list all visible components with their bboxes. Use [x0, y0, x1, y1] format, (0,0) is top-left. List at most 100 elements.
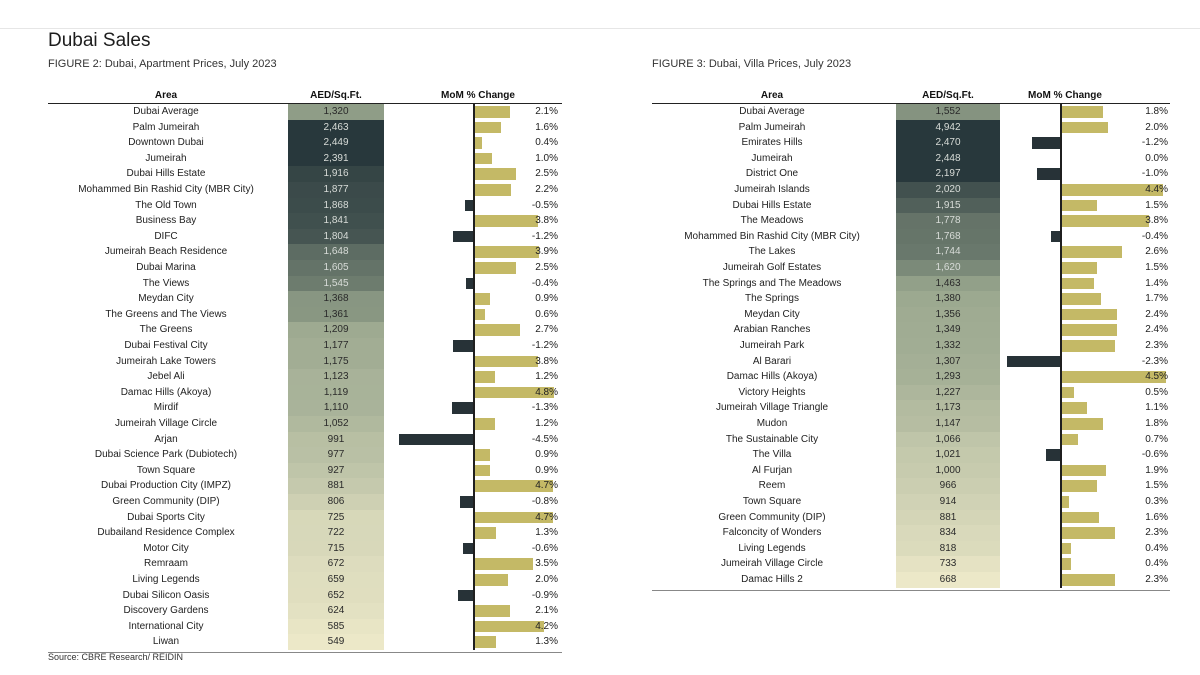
apt-area-name: Dubai Sports City [127, 511, 205, 523]
apt-area-name: Jumeirah [145, 152, 187, 164]
villa-price-cell [896, 462, 1000, 479]
apt-area-name: Meydan City [138, 293, 194, 305]
villa-price-value: 818 [939, 542, 957, 554]
apt-price-value: 1,320 [323, 106, 349, 117]
villa-change-bar [1062, 106, 1104, 118]
villa-price-cell [896, 260, 1000, 276]
villa-price-cell [896, 228, 1000, 245]
villa-area-name: Meydan City [744, 308, 800, 320]
villa-price-value: 668 [939, 574, 957, 585]
apt-change-bar [475, 293, 490, 305]
apt-change-label: -4.5% [531, 433, 558, 445]
apt-area-name: Remraam [144, 558, 188, 570]
villa-area-name: Arabian Ranches [733, 324, 811, 336]
villa-price-value: 1,744 [935, 246, 961, 258]
apt-change-label: 0.9% [535, 449, 558, 461]
villa-change-bar [1062, 262, 1097, 274]
apt-change-label: 0.9% [535, 293, 558, 305]
villa-price-value: 2,197 [935, 168, 961, 180]
apt-area-name: Jebel Ali [147, 371, 185, 383]
apt-price-cell [288, 306, 384, 323]
villa-change-bar [1062, 199, 1097, 212]
villa-price-cell [896, 166, 1000, 182]
villa-change-bar [1062, 574, 1115, 586]
villa-change-label: 0.4% [1145, 558, 1168, 570]
villa-price-value: 2,020 [935, 184, 961, 195]
villa-change-label: 2.4% [1145, 308, 1168, 320]
apt-change-bar [458, 589, 473, 602]
villa-price-cell [896, 197, 1000, 214]
villa-area-name: Town Square [742, 496, 802, 507]
villa-change-label: 0.5% [1145, 386, 1168, 398]
apt-price-cell [288, 525, 384, 541]
apt-price-cell [288, 603, 384, 619]
villa-price-value: 1,463 [935, 277, 961, 289]
villa-change-bar [1062, 371, 1166, 383]
villa-area-name: The Sustainable City [725, 433, 819, 445]
apt-price-value: 977 [327, 449, 345, 461]
apt-price-cell [288, 338, 384, 354]
apt-col-area-header: Area [154, 90, 178, 101]
apt-area-name: Dubai Silicon Oasis [122, 589, 210, 601]
villa-price-value: 1,307 [935, 355, 961, 367]
villa-price-cell [896, 525, 1000, 541]
apt-price-cell [288, 150, 384, 167]
villa-price-cell [896, 322, 1000, 338]
villa-change-label: 2.4% [1145, 324, 1168, 336]
apt-change-bar [466, 277, 473, 290]
villa-change-bar [1062, 293, 1102, 305]
apt-change-label: 2.5% [535, 262, 558, 273]
apt-change-label: 3.5% [535, 558, 558, 570]
apt-price-value: 1,916 [323, 168, 349, 180]
apt-change-label: -1.2% [531, 230, 558, 242]
apt-bottom-rule [48, 652, 562, 653]
villa-price-value: 1,620 [935, 262, 961, 273]
apt-price-value: 1,877 [323, 184, 349, 195]
villa-area-name: Jumeirah Islands [734, 184, 810, 195]
apt-change-bar [475, 480, 553, 492]
villa-change-label: 2.3% [1145, 527, 1168, 539]
apt-change-bar [463, 542, 473, 555]
villa-area-name: Jumeirah Golf Estates [722, 262, 822, 273]
villa-change-label: 1.9% [1145, 464, 1168, 476]
apt-price-value: 725 [327, 511, 345, 523]
villa-area-name: Jumeirah [751, 152, 793, 164]
apt-change-bar [475, 511, 553, 524]
apt-price-cell [288, 182, 384, 198]
apt-change-label: -0.4% [531, 277, 558, 289]
villa-price-value: 1,293 [935, 371, 961, 383]
villa-change-label: 1.5% [1145, 262, 1168, 273]
apt-price-value: 652 [327, 589, 345, 601]
villa-change-bar [1062, 558, 1072, 570]
villa-price-value: 4,942 [935, 121, 961, 133]
apt-price-value: 549 [327, 636, 345, 648]
apt-price-value: 927 [327, 464, 345, 476]
apt-price-cell [288, 587, 384, 604]
villa-price-cell [896, 447, 1000, 463]
apt-area-name: Business Bay [135, 215, 197, 227]
page-title: Dubai Sales [48, 30, 151, 51]
apt-change-bar [475, 168, 517, 180]
villa-price-value: 881 [939, 511, 957, 523]
apt-price-value: 1,368 [323, 293, 349, 305]
villa-change-bar [1062, 184, 1164, 196]
villa-change-bar [1062, 340, 1115, 352]
villa-price-cell [896, 213, 1000, 229]
villa-price-value: 1,356 [935, 308, 961, 320]
villa-change-label: -2.3% [1141, 355, 1168, 367]
apt-price-cell [288, 634, 384, 650]
villa-change-label: 2.6% [1145, 246, 1168, 258]
apt-change-bar [475, 386, 555, 399]
villa-change-bar [1032, 137, 1060, 149]
apt-area-name: Dubai Science Park (Dubiotech) [94, 449, 238, 461]
apt-change-bar [475, 324, 520, 336]
apt-change-label: -0.9% [531, 589, 558, 601]
villa-change-bar [1062, 277, 1095, 290]
apt-price-cell [288, 291, 384, 307]
apt-area-name: Dubai Marina [136, 262, 196, 273]
apt-area-name: Living Legends [132, 574, 200, 585]
apt-price-cell [288, 228, 384, 245]
villa-area-name: Jumeirah Village Circle [720, 558, 824, 570]
apt-change-bar [453, 340, 473, 352]
villa-col-price-header: AED/Sq.Ft. [922, 90, 974, 101]
